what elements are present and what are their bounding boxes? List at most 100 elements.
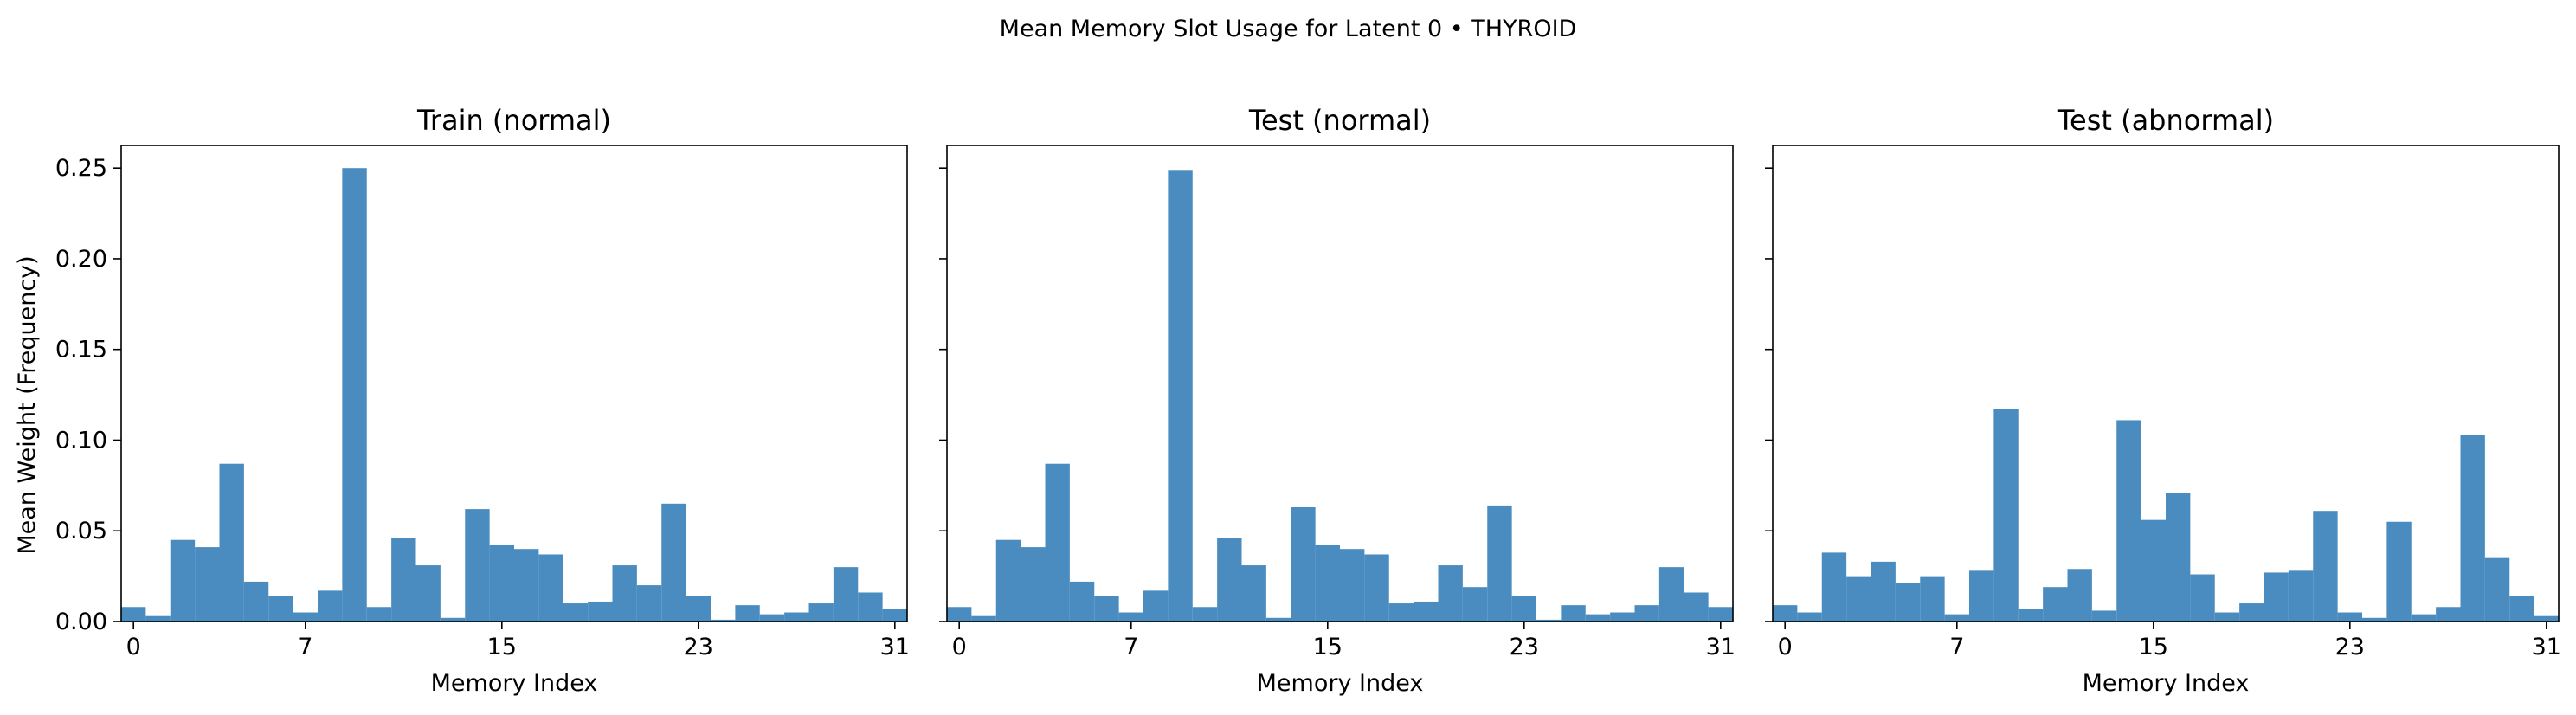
panels: Train (normal) 0 7 15 23 31 Memory Index 0.00 0.… [55,104,2561,697]
bar [1021,547,1046,622]
bar [1895,583,1921,622]
plot-frame [946,145,1734,622]
x-tick-label: 23 [1510,634,1539,660]
plot-frame [120,145,908,622]
bar [2386,521,2412,622]
bar [2264,572,2289,622]
bar [1364,554,1389,622]
bar [612,565,637,622]
bar [1217,538,1242,622]
bar [415,565,441,622]
bar [2067,569,2092,622]
subplot-title: Train (normal) [416,104,611,137]
bar [1388,603,1414,622]
bar [947,607,972,622]
bar [293,612,319,622]
bar [2214,612,2240,622]
bar [268,596,293,622]
x-tick-label: 7 [1949,634,1964,660]
bar [145,615,171,622]
y-axis-label: Mean Weight (Frequency) [14,255,41,554]
bar [588,601,613,622]
bar [1241,565,1266,622]
bar [808,603,834,622]
subplot-title: Test (abnormal) [2057,104,2274,137]
x-tick-label: 7 [1124,634,1138,660]
bar [661,503,686,622]
bar [636,585,662,622]
bar [1069,581,1095,622]
bar [1797,612,1822,622]
bar [2509,596,2534,622]
bar [2043,587,2068,622]
x-axis-label: Memory Index [2083,670,2250,697]
y-tick-label: 0.20 [55,246,107,273]
bar [1265,617,1291,622]
bar [2091,610,2117,622]
bar [1094,596,1119,622]
bar [2362,617,2387,622]
bar [2018,609,2044,622]
x-axis-label: Memory Index [1257,670,1424,697]
bar [2288,570,2314,622]
plot-frame [1772,145,2560,622]
x-tick-label: 15 [487,634,517,660]
bar [2239,603,2264,622]
y-tick-label: 0.10 [55,427,107,454]
bar [2534,615,2560,622]
bar [391,538,416,622]
bar [759,614,785,622]
bar [318,590,343,622]
subplot-3: Test (abnormal) 0 7 15 23 31 Memory Index [1765,104,2561,697]
subplot-title: Test (normal) [1248,104,1431,137]
bar [2460,435,2485,622]
x-tick-label: 15 [1313,634,1343,660]
bar [995,539,1021,622]
bar [1168,170,1193,622]
bar [1658,567,1684,622]
bar [686,596,712,622]
x-tick-label: 23 [684,634,713,660]
y-tick-label: 0.05 [55,518,107,544]
bar [858,592,883,622]
bar [2337,612,2363,622]
bar [2436,607,2461,622]
bar [1969,570,1994,622]
bar [243,581,269,622]
x-tick-label: 0 [126,634,141,660]
bar [1585,614,1611,622]
bar [882,609,908,622]
bar [489,545,515,622]
bar [2166,493,2191,622]
bar [1192,607,1218,622]
bar [219,463,244,622]
bar [2116,420,2141,622]
bar [971,615,996,622]
y-tick-label: 0.15 [55,337,107,364]
bar [1536,619,1562,622]
x-tick-label: 0 [952,634,967,660]
bar [1143,590,1169,622]
subplot-2: Test (normal) 0 7 15 23 31 Memory Index [939,104,1736,697]
bar [1561,605,1586,622]
bar [1438,565,1463,622]
x-tick-label: 31 [1706,634,1736,660]
x-tick-label: 23 [2335,634,2365,660]
bar [2190,574,2215,622]
bar [538,554,564,622]
y-tick-label: 0.25 [55,155,107,182]
bar [1708,607,1734,622]
bar [2484,557,2510,622]
bar [1315,545,1341,622]
bar [1944,614,1970,622]
bar [440,617,466,622]
bar [1610,612,1635,622]
bar [833,567,859,622]
bar [1920,576,1945,622]
bar [366,607,392,622]
bar [2411,614,2437,622]
bar [1871,561,1896,622]
subplot-1: Train (normal) 0 7 15 23 31 Memory Index 0.00 0.… [55,104,910,697]
bar [1340,549,1365,622]
